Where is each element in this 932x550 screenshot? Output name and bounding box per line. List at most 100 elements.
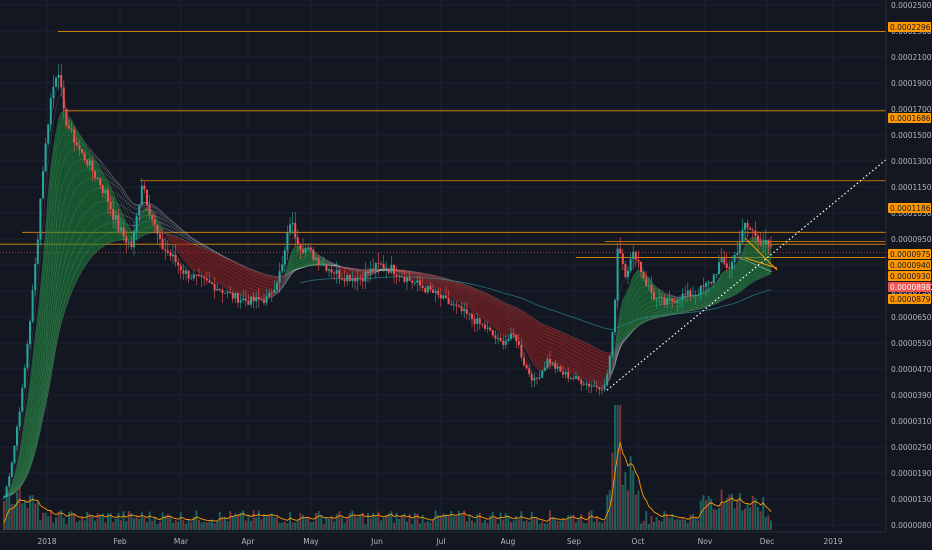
- volume-bar: [304, 517, 307, 530]
- candle-body: [104, 190, 107, 194]
- volume-ma-line: [3, 442, 772, 523]
- candle-body: [255, 297, 258, 302]
- candle-body: [559, 366, 562, 372]
- ribbon-segment: [253, 270, 257, 300]
- volume-bar: [577, 519, 580, 530]
- candle-body: [81, 149, 83, 153]
- volume-bar: [608, 490, 611, 530]
- volume-bar: [588, 511, 590, 530]
- candle-body: [450, 303, 453, 305]
- volume-bar: [122, 511, 125, 530]
- candle-body: [543, 367, 546, 371]
- volume-bar: [668, 517, 671, 530]
- ribbon-segment: [401, 270, 405, 276]
- candle-body: [114, 215, 117, 220]
- ribbon-segment: [352, 268, 355, 278]
- volume-bar: [127, 510, 130, 530]
- ribbon-segment: [417, 272, 420, 281]
- ribbon-segment: [472, 287, 475, 314]
- candle-body: [390, 264, 393, 273]
- candle-body: [564, 372, 567, 375]
- time-axis[interactable]: 2018 Feb Mar Apr May Jun Jul Aug Sep Oct Nov Dec 201…: [0, 531, 886, 550]
- volume-bar: [666, 514, 668, 530]
- ribbon-segment: [648, 277, 652, 321]
- candle-body: [554, 362, 557, 369]
- ribbon-segment: [225, 257, 228, 289]
- candle-body: [632, 251, 635, 259]
- ribbon-segment: [14, 464, 17, 494]
- volume-bar: [411, 523, 414, 530]
- ribbon-segment: [245, 266, 249, 299]
- ribbon-segment: [581, 340, 584, 380]
- candle-body: [330, 269, 333, 273]
- ribbon-segment: [568, 335, 571, 374]
- ribbon-segment: [165, 233, 168, 239]
- volume-bar: [434, 510, 437, 530]
- candles: [3, 64, 772, 500]
- candle-body: [257, 297, 260, 300]
- volume-bar: [746, 504, 749, 530]
- ribbon-segment: [61, 111, 64, 324]
- ribbon-segment: [399, 269, 402, 274]
- volume-bar: [621, 484, 624, 530]
- candle-body: [497, 338, 499, 339]
- candle-body: [57, 75, 60, 78]
- candle-body: [273, 289, 276, 294]
- candle-body: [689, 290, 692, 297]
- ribbon-segment: [622, 294, 626, 340]
- price-tick-label: 0.00006500: [891, 313, 932, 322]
- volume-bar: [343, 522, 346, 530]
- ribbon-segment: [222, 256, 225, 288]
- ribbon-segment: [726, 270, 730, 299]
- volume-bar: [237, 514, 239, 530]
- volume-bar: [491, 511, 494, 530]
- ribbon-segment: [635, 269, 639, 329]
- candle-body: [88, 160, 91, 166]
- ribbon-segment: [752, 236, 756, 283]
- candle-body: [341, 278, 343, 280]
- ribbon-segment: [347, 267, 350, 276]
- price-tag: [888, 271, 931, 281]
- volume-bar: [754, 498, 757, 530]
- ribbon-segment: [469, 286, 472, 311]
- volume-bar: [182, 520, 185, 530]
- ribbon-segment: [435, 275, 439, 290]
- candle-body: [309, 247, 312, 250]
- candle-body: [361, 278, 364, 282]
- ribbon-segment: [11, 475, 15, 495]
- candle-body: [83, 152, 86, 160]
- candle-body: [692, 295, 694, 297]
- ribbon-segment: [630, 275, 634, 334]
- volume-bar: [325, 517, 328, 530]
- candle-body: [536, 377, 538, 379]
- ribbon-segment: [667, 295, 670, 316]
- ribbon-segment: [404, 270, 407, 276]
- ribbon-segment: [258, 271, 262, 300]
- ribbon-segment: [160, 223, 163, 234]
- candle-body: [452, 304, 455, 306]
- volume-bar: [161, 512, 164, 530]
- volume-bar: [166, 514, 169, 530]
- candle-body: [593, 385, 596, 387]
- candle-body: [172, 254, 174, 257]
- candle-body: [302, 249, 304, 253]
- ribbon-segment: [742, 245, 745, 290]
- ribbon-segment: [342, 266, 345, 275]
- volume-bar: [317, 510, 320, 530]
- ribbon-segment: [349, 268, 353, 277]
- candle-body: [733, 254, 736, 262]
- ribbon-segment: [92, 154, 95, 256]
- ribbon-segment: [183, 239, 186, 263]
- volume-bar: [94, 520, 96, 530]
- volume-bar: [499, 512, 502, 530]
- volume-bar: [81, 516, 83, 530]
- volume-bar: [744, 508, 746, 530]
- candle-body: [567, 372, 570, 379]
- volume-bar: [364, 523, 367, 530]
- candle-body: [663, 298, 666, 305]
- candle-body: [60, 75, 63, 88]
- volume-bar: [733, 508, 736, 530]
- candle-body: [78, 145, 81, 150]
- ribbon-segment: [550, 327, 553, 367]
